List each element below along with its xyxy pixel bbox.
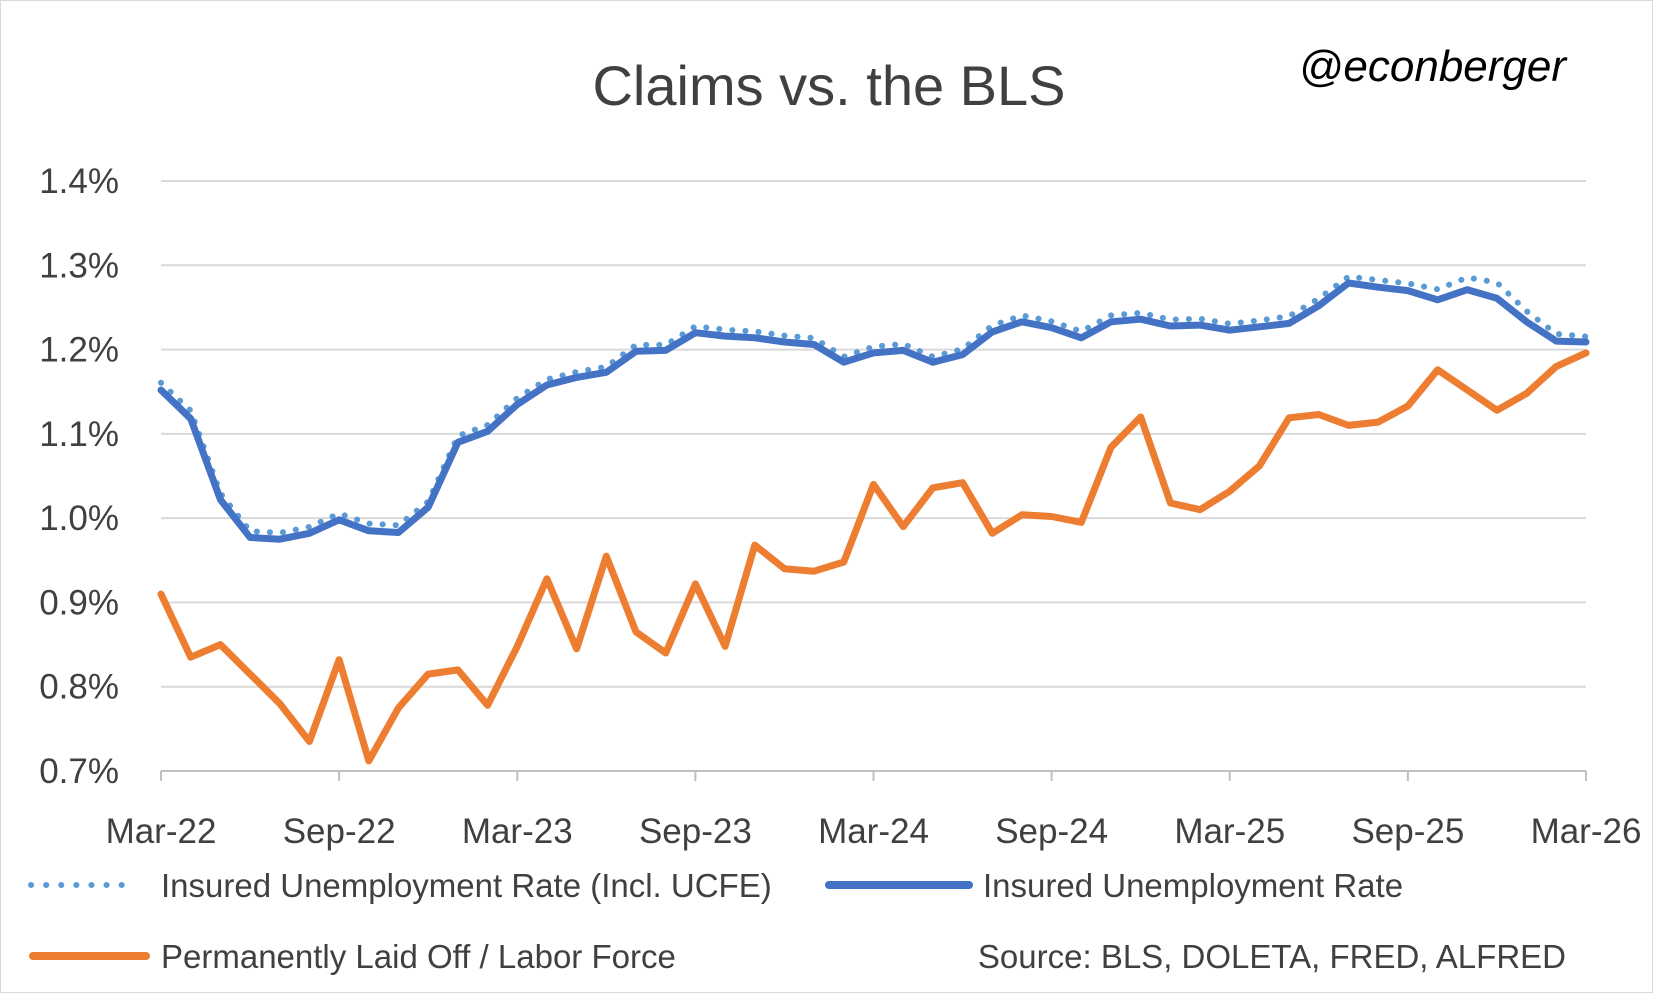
y-tick-label: 1.2% — [39, 331, 119, 370]
y-tick-label: 0.7% — [39, 752, 119, 791]
watermark-handle: @econberger — [1299, 42, 1569, 91]
series-line-iur-incl-ucfe — [158, 273, 1589, 536]
x-tick-label: Mar-22 — [106, 812, 217, 851]
x-tick-label: Sep-24 — [995, 812, 1108, 851]
x-tick-label: Sep-23 — [639, 812, 752, 851]
series-line-iur — [157, 279, 1590, 543]
y-tick-label: 1.4% — [39, 162, 119, 201]
chart-title: Claims vs. the BLS — [592, 54, 1065, 117]
legend-label-permanently-laid-off: Permanently Laid Off / Labor Force — [161, 938, 676, 975]
y-tick-label: 1.0% — [39, 499, 119, 538]
y-tick-label: 1.3% — [39, 246, 119, 285]
y-tick-label: 0.8% — [39, 668, 119, 707]
y-axis-tick-labels: 1.4% 1.3% 1.2% 1.1% 1.0% 0.9% 0.8% 0.7% — [39, 162, 119, 791]
x-tick-label: Mar-25 — [1174, 812, 1285, 851]
legend: Insured Unemployment Rate (Incl. UCFE) I… — [28, 867, 1403, 975]
series-lines — [157, 273, 1590, 765]
source-note: Source: BLS, DOLETA, FRED, ALFRED — [978, 938, 1566, 975]
legend-label-iur: Insured Unemployment Rate — [983, 867, 1403, 904]
x-axis: Mar-22 Sep-22 Mar-23 Sep-23 Mar-24 Sep-24 Mar-… — [106, 771, 1642, 851]
x-tick-label: Mar-24 — [818, 812, 929, 851]
legend-label-iur-incl-ucfe: Insured Unemployment Rate (Incl. UCFE) — [161, 867, 772, 904]
x-tick-label: Mar-26 — [1531, 812, 1642, 851]
y-tick-label: 0.9% — [39, 583, 119, 622]
gridlines — [161, 180, 1586, 772]
series-line-permanently-laid-off — [157, 349, 1590, 765]
x-tick-label: Sep-25 — [1351, 812, 1464, 851]
y-tick-label: 1.1% — [39, 415, 119, 454]
x-tick-label: Sep-22 — [283, 812, 396, 851]
x-tick-label: Mar-23 — [462, 812, 573, 851]
